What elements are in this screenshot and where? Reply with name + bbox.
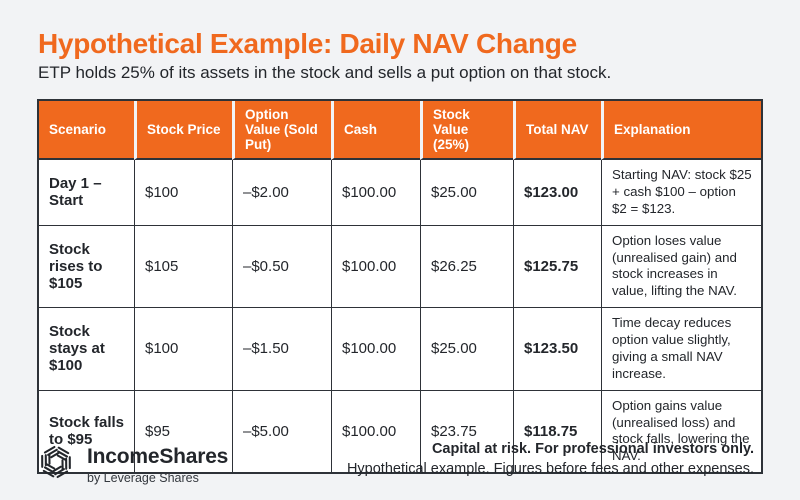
cell-stock-value: $23.75 (420, 389, 513, 473)
nav-change-table: Scenario Stock Price Option Value (Sold … (37, 99, 763, 475)
page-subtitle: ETP holds 25% of its assets in the stock… (38, 63, 612, 82)
header-cash: Cash (331, 101, 420, 160)
cell-stock-value: $26.25 (420, 224, 513, 308)
cell-stock-price: $105 (134, 224, 232, 308)
cell-total-nav: $123.50 (513, 307, 601, 390)
cell-cash: $100.00 (331, 224, 420, 308)
cell-stock-value: $25.00 (420, 307, 513, 390)
table-row: Day 1 – Start $100 –$2.00 $100.00 $25.00… (39, 160, 761, 225)
cell-stock-price: $100 (134, 307, 232, 390)
cell-option-value: –$5.00 (232, 389, 331, 473)
table-row: Stock falls to $95 $95 –$5.00 $100.00 $2… (39, 389, 761, 473)
disclaimer-block: Capital at risk. For professional invest… (347, 439, 754, 480)
disclaimer-bold-line: Capital at risk. For professional invest… (431, 441, 754, 457)
table-header-row: Scenario Stock Price Option Value (Sold … (39, 101, 761, 160)
cell-total-nav: $118.75 (513, 389, 601, 473)
cell-scenario: Stock rises to $105 (39, 224, 134, 308)
cell-explanation: Starting NAV: stock $25 + cash $100 – op… (601, 160, 761, 225)
cell-cash: $100.00 (331, 389, 420, 473)
disclaimer-regular-line: Hypothetical example. Figures before fee… (346, 461, 754, 478)
brand-text-block: IncomeShares by Leverage Shares (87, 445, 228, 485)
cell-cash: $100.00 (331, 160, 420, 225)
cell-option-value: –$2.00 (232, 160, 331, 225)
incomeshares-logo-icon (36, 441, 76, 488)
brand-name: IncomeShares (87, 444, 229, 468)
header-option-value: Option Value (Sold Put) (232, 101, 331, 160)
cell-scenario: Stock stays at $100 (39, 307, 134, 390)
cell-total-nav: $125.75 (513, 224, 601, 308)
table-row: Stock stays at $100 $100 –$1.50 $100.00 … (39, 307, 761, 390)
cell-scenario: Stock falls to $95 (39, 389, 134, 473)
cell-explanation: Option loses value (unrealised gain) and… (601, 224, 761, 308)
cell-cash: $100.00 (331, 307, 420, 390)
cell-scenario: Day 1 – Start (39, 160, 134, 225)
header-explanation: Explanation (601, 101, 761, 160)
header-scenario: Scenario (39, 101, 134, 160)
cell-option-value: –$1.50 (232, 307, 331, 390)
cell-stock-value: $25.00 (420, 160, 513, 225)
cell-explanation: Time decay reduces option value slightly… (601, 307, 761, 390)
brand-footer: IncomeShares by Leverage Shares (36, 441, 228, 488)
table-row: Stock rises to $105 $105 –$0.50 $100.00 … (39, 224, 761, 308)
cell-option-value: –$0.50 (232, 224, 331, 308)
header-stock-value: Stock Value (25%) (420, 101, 513, 160)
header-stock-price: Stock Price (134, 101, 232, 160)
cell-total-nav: $123.00 (513, 160, 601, 225)
cell-stock-price: $100 (134, 160, 232, 225)
header-total-nav: Total NAV (513, 101, 601, 160)
page-title: Hypothetical Example: Daily NAV Change (38, 28, 577, 59)
cell-stock-price: $95 (134, 389, 232, 473)
brand-byline: by Leverage Shares (87, 470, 199, 485)
cell-explanation: Option gains value (unrealised loss) and… (601, 389, 761, 473)
